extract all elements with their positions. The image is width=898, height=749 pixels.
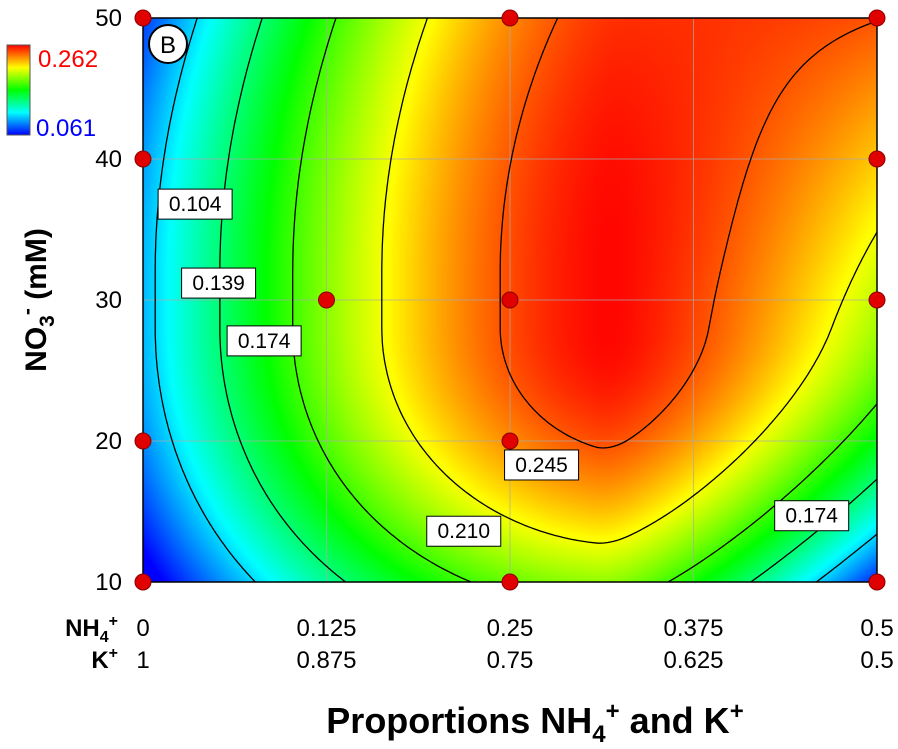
panel-label-text: B — [160, 32, 176, 59]
x-tick-label: 0 — [136, 615, 149, 642]
contour-label-box — [504, 449, 580, 481]
design-point — [134, 432, 152, 450]
contour-line — [154, 18, 877, 582]
contour-label: 0.245 — [515, 454, 568, 477]
design-point — [868, 573, 886, 591]
x-tick-label: 0.375 — [663, 615, 723, 642]
design-point — [134, 573, 152, 591]
y-tick-label: 20 — [95, 428, 122, 455]
x-row-label: NH4+ — [65, 613, 118, 646]
x-axis-title: Proportions NH4+ and K+ — [326, 698, 743, 748]
design-point — [868, 291, 886, 309]
contour-label-box — [226, 325, 302, 357]
y-tick-label: 40 — [95, 146, 122, 173]
x-tick-labels: NH4+ 0 0.125 0.25 0.375 0.5 K+ 1 0.875 0.75 0.625 0… — [65, 613, 894, 674]
design-point — [501, 291, 519, 309]
contour-label: 0.174 — [785, 505, 838, 528]
x-row-label: K+ — [91, 645, 118, 674]
contour-labels: 0.104 0.139 0.174 0.210 0.245 0.174 — [157, 188, 850, 547]
contour-label-box — [157, 188, 233, 220]
design-point — [134, 150, 152, 168]
colorbar-max-label: 0.262 — [38, 46, 98, 73]
contour-label-box — [426, 515, 502, 547]
y-tick-label: 10 — [95, 569, 122, 596]
x-tick-label: 1 — [136, 647, 149, 674]
y-tick-label: 30 — [95, 287, 122, 314]
contour-label-box — [181, 267, 257, 299]
y-tick-labels: 10 20 30 40 50 — [95, 5, 122, 596]
x-tick-label: 0.5 — [860, 615, 893, 642]
contour-label: 0.139 — [192, 272, 245, 295]
design-point — [501, 432, 519, 450]
contour-label: 0.210 — [437, 520, 490, 543]
contour-line — [292, 18, 877, 582]
x-tick-label: 0.875 — [296, 647, 356, 674]
x-tick-label: 0.625 — [663, 647, 723, 674]
x-tick-label: 0.75 — [487, 647, 534, 674]
contour-label: 0.174 — [238, 330, 291, 353]
x-tick-label: 0.25 — [487, 615, 534, 642]
contour-label-box — [774, 500, 850, 532]
design-points — [134, 9, 886, 591]
y-axis-title: NO3- (mM) — [16, 228, 59, 372]
panel-label: B — [148, 24, 188, 64]
x-tick-label: 0.125 — [296, 615, 356, 642]
y-tick-label: 50 — [95, 5, 122, 32]
design-point — [318, 291, 335, 309]
design-point — [134, 9, 152, 27]
colorbar-min-label: 0.061 — [36, 115, 96, 142]
colorbar-gradient — [6, 44, 31, 136]
design-point — [501, 9, 519, 27]
contour-line — [381, 18, 877, 544]
design-point — [501, 573, 519, 591]
x-tick-label: 0.5 — [860, 647, 893, 674]
contour-label: 0.104 — [169, 193, 222, 216]
design-point — [868, 150, 886, 168]
colorbar: 0.262 0.061 — [6, 44, 98, 142]
contour-line — [499, 18, 877, 449]
design-point — [868, 9, 886, 27]
